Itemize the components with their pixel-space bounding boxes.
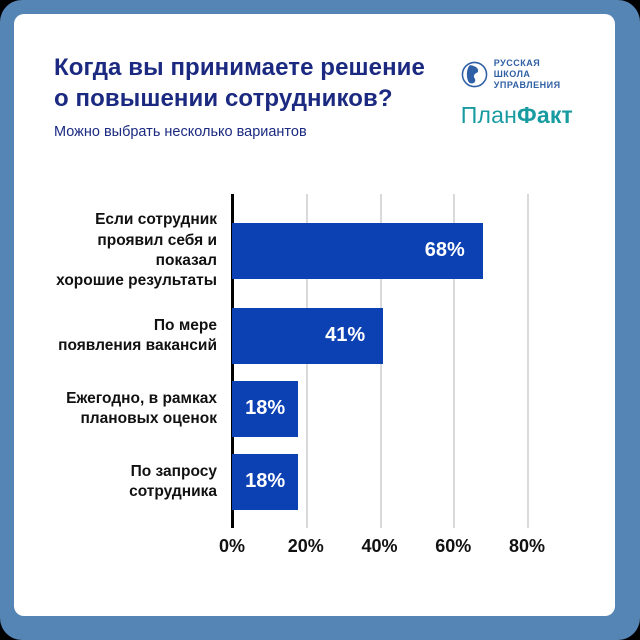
gridline [453,194,456,528]
x-axis-tick-label: 40% [361,535,398,556]
x-axis-tick-label: 0% [218,535,246,556]
x-axis: 0% 20% 40% 60% 80% [219,535,575,568]
bar-row: Если сотрудник проявил себя и показал хо… [54,210,575,291]
bar: 41% [232,307,384,364]
bar: 18% [232,380,299,437]
logos: РУССКАЯ ШКОЛА УПРАВЛЕНИЯ ПланФакт [461,52,575,129]
bar: 68% [232,222,483,279]
chart-title: Когда вы принимаете решение о повышении … [54,54,425,113]
planfact-logo-regular: План [460,102,517,129]
header: Когда вы принимаете решение о повышении … [54,52,575,140]
gridline [527,194,530,528]
bar-value-label: 41% [325,324,366,347]
rsu-logo: РУССКАЯ ШКОЛА УПРАВЛЕНИЯ [461,58,573,90]
rsu-logo-line2: ШКОЛА [493,68,531,79]
rsu-logo-line3: УПРАВЛЕНИЯ [493,79,561,90]
title-block: Когда вы принимаете решение о повышении … [54,52,434,140]
chart-subtitle: Можно выбрать несколько вариантов [54,124,307,141]
rsu-face-globe-icon [461,61,488,88]
x-axis-tick-label: 20% [287,535,324,556]
planfact-logo-bold: Факт [517,102,573,129]
x-axis-tick-label: 60% [435,535,472,556]
bar-track: 18% [232,453,575,510]
bar-chart: Если сотрудник проявил себя и показал хо… [54,194,575,568]
category-label: По мере появления вакансий [58,316,217,354]
bar-value-label: 18% [245,470,286,493]
bar-value-label: 68% [424,239,465,262]
bar-track: 18% [232,380,575,437]
bar: 18% [232,453,299,510]
bar-row: Ежегодно, в рамках плановых оценок 18% [54,380,575,437]
bar-row: По мере появления вакансий 41% [54,307,575,364]
planfact-logo: ПланФакт [461,102,573,129]
infographic-card: Когда вы принимаете решение о повышении … [14,14,615,616]
category-label: Ежегодно, в рамках плановых оценок [66,389,217,427]
category-label: По запросу сотрудника [129,462,217,500]
bar-track: 68% [232,222,575,279]
bar-value-label: 18% [245,397,286,420]
rsu-logo-line1: РУССКАЯ [493,58,541,68]
bar-track: 41% [232,307,575,364]
rsu-logo-text: РУССКАЯ ШКОЛА УПРАВЛЕНИЯ [494,58,561,90]
bar-rows: Если сотрудник проявил себя и показал хо… [54,210,575,510]
x-axis-tick-label: 80% [509,535,546,556]
bar-row: По запросу сотрудника 18% [54,453,575,510]
category-label: Если сотрудник проявил себя и показал хо… [56,211,217,289]
chart-body: Если сотрудник проявил себя и показал хо… [54,194,575,528]
